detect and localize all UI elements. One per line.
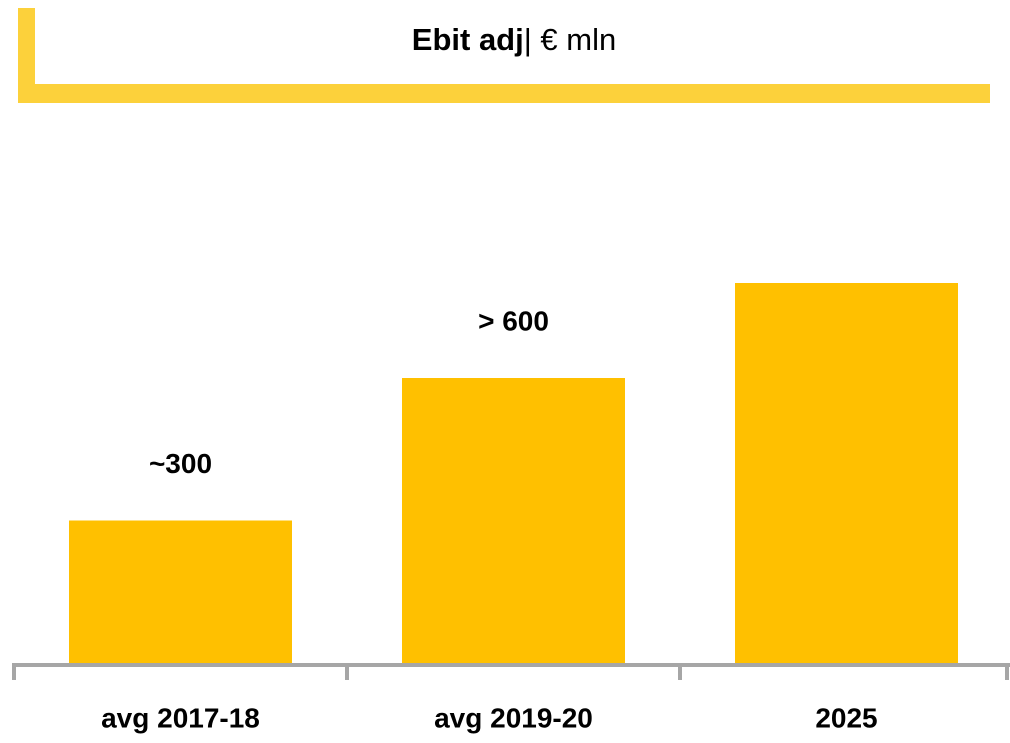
x-tick-label: avg 2017-18 <box>101 702 260 733</box>
x-tick-label: 2025 <box>815 702 877 733</box>
bar <box>735 283 958 663</box>
value-label: > 600 <box>478 305 549 336</box>
chart-title: Ebit adj <box>412 22 524 57</box>
frame-bottom <box>18 84 990 103</box>
bar <box>402 378 625 663</box>
chart-title-unit: | € mln <box>524 22 616 57</box>
value-label: ~300 <box>149 448 212 479</box>
chart-title-group: Ebit adj| € mln <box>412 22 616 57</box>
x-tick-label: avg 2019-20 <box>434 702 593 733</box>
bar <box>69 520 292 663</box>
frame-left <box>18 8 35 103</box>
